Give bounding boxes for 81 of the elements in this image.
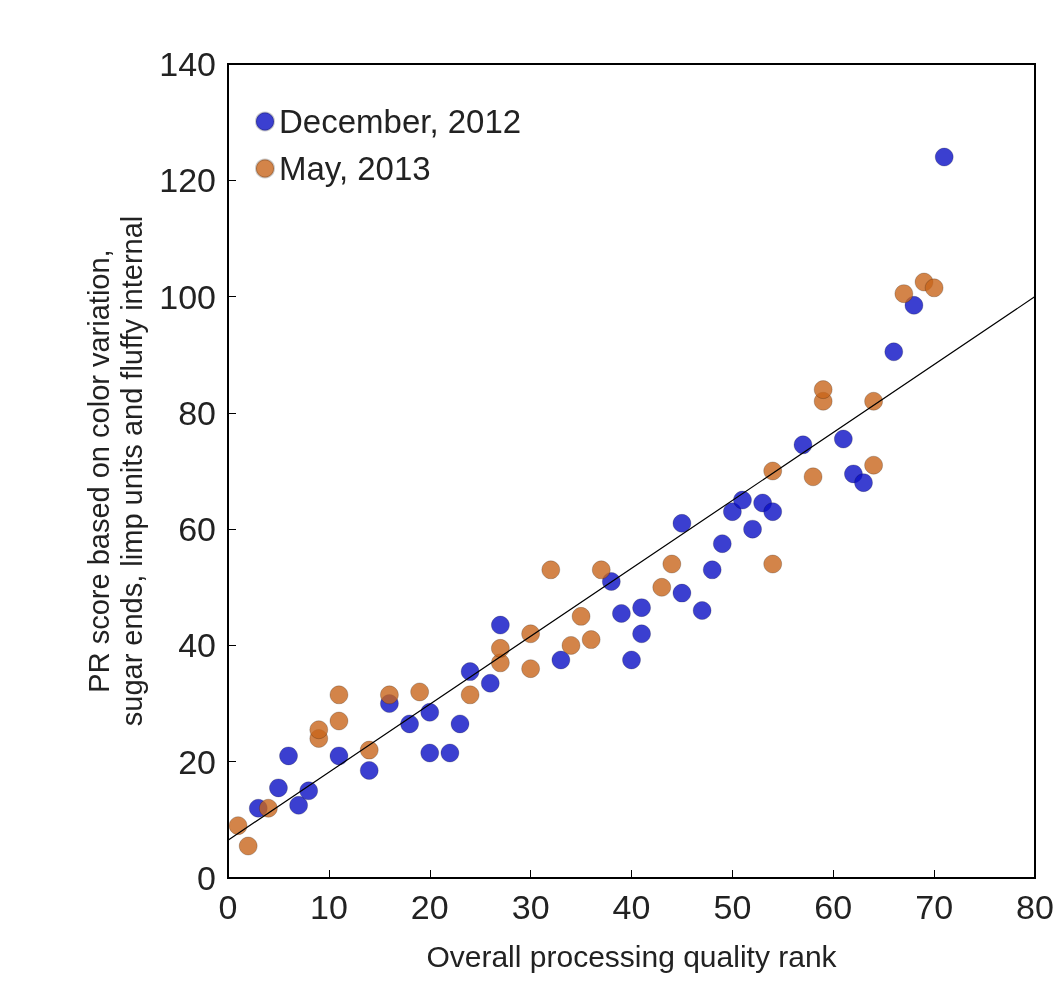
- legend-label: May, 2013: [279, 150, 431, 187]
- point: [329, 685, 349, 705]
- y-tick-label: 100: [159, 277, 216, 316]
- point: [440, 743, 460, 763]
- point: [743, 519, 763, 539]
- point: [329, 711, 349, 731]
- point: [450, 714, 470, 734]
- point: [238, 836, 258, 856]
- point: [622, 650, 641, 670]
- x-tick-label: 20: [410, 888, 449, 926]
- point: [460, 685, 480, 705]
- point: [289, 795, 309, 815]
- point: [763, 502, 783, 522]
- point: [329, 746, 349, 766]
- point: [571, 606, 591, 626]
- x-tick-label: 70: [915, 888, 954, 926]
- x-axis-title: Overall processing quality rank: [426, 940, 838, 973]
- point: [662, 554, 682, 574]
- y-tick-label: 40: [178, 626, 216, 665]
- point: [934, 147, 954, 167]
- x-tick-label: 10: [309, 888, 348, 926]
- point: [652, 577, 672, 597]
- point: [611, 603, 631, 623]
- point: [692, 601, 712, 621]
- point: [884, 342, 904, 362]
- point: [309, 720, 329, 740]
- point: [722, 502, 742, 522]
- point: [228, 816, 248, 836]
- point: [591, 560, 611, 580]
- point: [268, 778, 288, 798]
- point: [258, 798, 278, 818]
- point: [359, 740, 379, 760]
- point: [632, 624, 652, 644]
- point: [480, 673, 500, 693]
- point: [793, 435, 813, 455]
- point: [672, 513, 692, 533]
- point: [521, 659, 541, 679]
- x-tick-label: 50: [713, 888, 752, 926]
- y-tick-label: 60: [178, 510, 216, 549]
- point: [410, 682, 430, 702]
- point: [833, 429, 853, 449]
- point: [813, 380, 833, 400]
- point: [521, 624, 541, 644]
- point: [702, 560, 722, 580]
- point: [420, 743, 440, 763]
- point: [672, 583, 692, 603]
- point: [732, 490, 752, 510]
- point: [279, 746, 299, 766]
- legend-label: December, 2012: [279, 103, 522, 140]
- point: [541, 560, 561, 580]
- point: [299, 781, 319, 801]
- point: [400, 714, 420, 734]
- point: [864, 391, 884, 411]
- x-tick-label: 60: [814, 888, 853, 926]
- point: [490, 615, 510, 635]
- point: [420, 702, 440, 722]
- y-tick-label: 20: [178, 742, 216, 781]
- point: [632, 598, 652, 618]
- point: [379, 685, 399, 705]
- x-tick-label: 40: [612, 888, 651, 926]
- y-tick-label: 120: [159, 161, 216, 200]
- point: [581, 630, 601, 650]
- y-tick-label: 80: [178, 393, 216, 432]
- point: [924, 278, 944, 298]
- point: [561, 635, 581, 655]
- x-tick-label: 30: [511, 888, 550, 926]
- point: [460, 662, 480, 682]
- y-tick-label: 0: [197, 859, 216, 897]
- point: [359, 760, 379, 780]
- y-axis-title: PR score based on color variation, sugar ends, limp units and fluffy internal: [82, 215, 148, 727]
- point: [490, 638, 510, 658]
- y-tick-label: 140: [159, 45, 216, 83]
- point: [854, 473, 874, 493]
- point: [894, 284, 914, 304]
- point: [551, 650, 571, 670]
- point: [864, 455, 884, 475]
- point: [763, 554, 783, 574]
- point: [803, 467, 823, 487]
- point: [712, 534, 732, 554]
- point: [763, 461, 783, 481]
- x-tick-label: 80: [1016, 888, 1054, 926]
